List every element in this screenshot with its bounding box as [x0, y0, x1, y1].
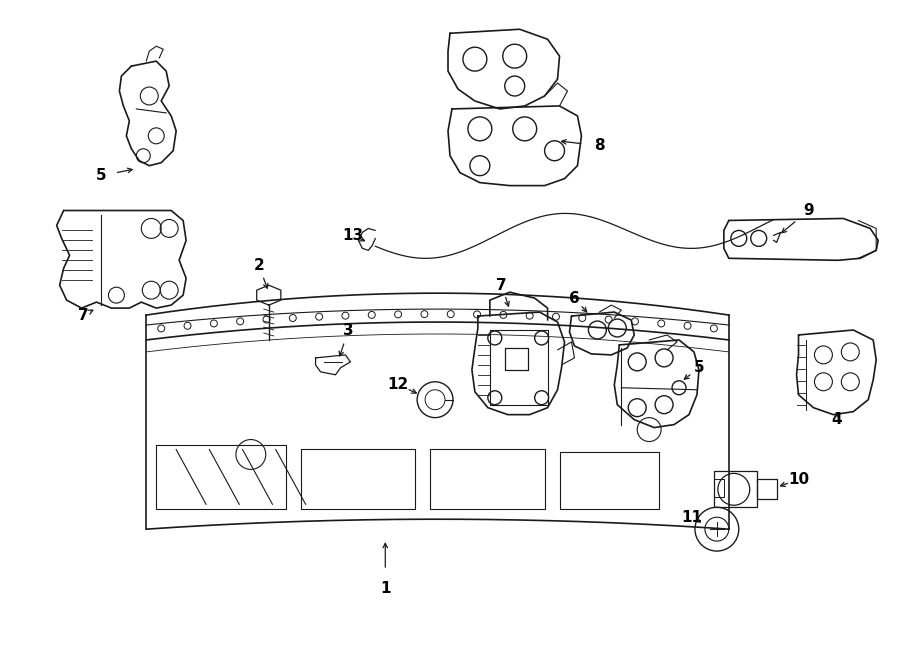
Text: 13: 13: [342, 228, 363, 243]
Text: 2: 2: [254, 258, 265, 273]
Text: 11: 11: [681, 510, 703, 525]
Text: 9: 9: [803, 203, 814, 218]
Text: 12: 12: [388, 377, 409, 392]
Text: 7: 7: [78, 307, 89, 323]
Text: 5: 5: [694, 360, 705, 375]
Text: 6: 6: [569, 291, 580, 305]
Text: 5: 5: [96, 168, 107, 183]
Text: 1: 1: [380, 582, 391, 596]
Text: 3: 3: [343, 323, 354, 338]
Text: 4: 4: [831, 412, 842, 427]
Text: 7: 7: [497, 278, 507, 293]
Text: 8: 8: [594, 138, 605, 153]
Text: 10: 10: [788, 472, 809, 487]
